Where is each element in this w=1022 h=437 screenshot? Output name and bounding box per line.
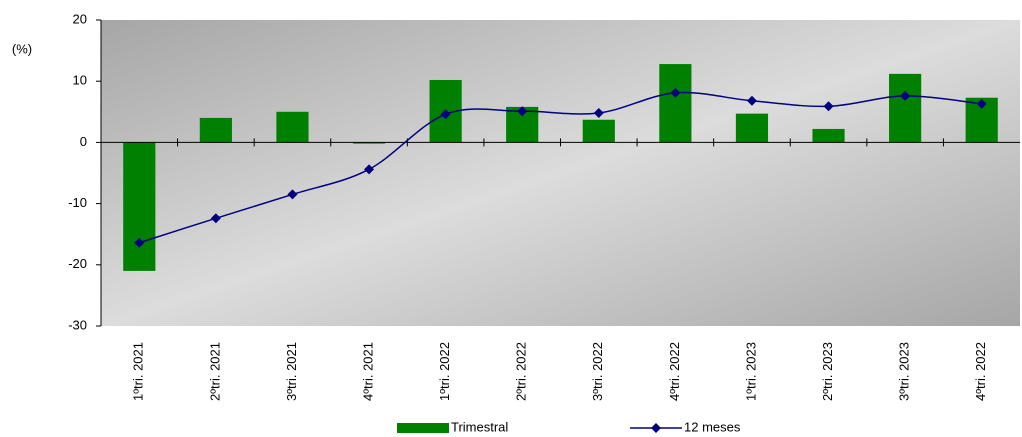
x-tick-label: 3ºtri. 2022 [590,342,605,401]
marker [134,237,145,248]
x-tick-label: 1ºtri. 2021 [131,342,146,401]
x-tick-label: 3ºtri. 2023 [897,342,912,401]
marker [823,101,834,112]
marker [210,213,221,224]
marker [670,87,681,98]
legend-marker [651,423,661,433]
x-tick-label: 4ºtri. 2022 [667,342,682,401]
x-tick-label: 4ºtri. 2022 [973,342,988,401]
marker [976,98,987,109]
y-tick-label: -10 [68,195,87,210]
y-tick-label: 0 [80,134,87,149]
x-tick-label: 1ºtri. 2022 [437,342,452,401]
bar [199,117,232,143]
marker [746,95,757,106]
bar [735,113,769,143]
x-tick-label: 2ºtri. 2022 [514,342,529,401]
bar [123,142,156,271]
bar [812,128,845,143]
x-tick-label: 4ºtri. 2021 [360,342,375,401]
plot-area [101,20,1020,326]
y-tick-label: 20 [73,11,87,26]
x-tick-label: 2ºtri. 2021 [207,342,222,401]
legend-swatch [397,423,449,433]
marker [900,90,911,101]
y-axis-label: (%) [12,41,32,56]
y-tick-label: 10 [73,73,87,88]
bar [276,111,309,143]
legend-label: 12 meses [684,419,741,434]
bar [889,73,922,143]
bar [352,142,386,144]
marker [517,106,528,117]
x-tick-label: 3ºtri. 2021 [284,342,299,401]
marker [593,108,604,119]
bar [582,119,615,143]
marker [364,164,375,175]
x-tick-label: 2ºtri. 2023 [820,342,835,401]
legend-label: Trimestral [451,419,508,434]
y-tick-label: -30 [68,317,87,332]
marker [287,189,298,200]
bar [659,64,692,143]
y-tick-label: -20 [68,256,87,271]
marker [440,109,451,120]
x-tick-label: 1ºtri. 2023 [743,342,758,401]
